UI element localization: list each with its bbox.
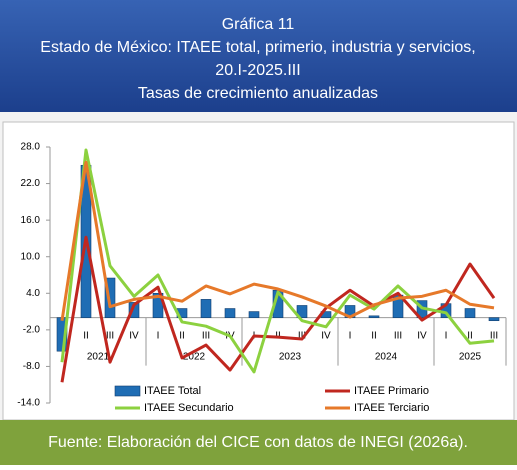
bar bbox=[368, 315, 380, 318]
bar bbox=[128, 302, 140, 318]
legend-swatch bbox=[114, 385, 141, 397]
x-tick-label: I bbox=[157, 330, 160, 341]
x-tick-label: II bbox=[467, 330, 473, 341]
title-line: Estado de México: ITAEE total, primerio,… bbox=[40, 39, 475, 56]
x-tick-label: II bbox=[83, 330, 89, 341]
title: Gráfica 11 Estado de México: ITAEE total,… bbox=[40, 16, 475, 102]
group-label: 2021 bbox=[87, 351, 110, 362]
legend-label: ITAEE Primario bbox=[354, 385, 429, 397]
x-tick-label: III bbox=[202, 330, 210, 341]
title-line: Gráfica 11 bbox=[222, 16, 295, 33]
x-tick-label: I bbox=[349, 330, 352, 341]
x-tick-label: III bbox=[394, 330, 402, 341]
y-tick-label: -8.0 bbox=[23, 361, 41, 372]
bar bbox=[200, 299, 212, 318]
y-tick-label: 16.0 bbox=[21, 215, 41, 226]
header-band bbox=[0, 0, 517, 112]
y-tick-label: 10.0 bbox=[21, 251, 41, 262]
y-tick-label: 22.0 bbox=[21, 178, 41, 189]
y-tick-label: -2.0 bbox=[23, 324, 41, 335]
line bbox=[60, 235, 496, 383]
group-label: 2025 bbox=[459, 351, 482, 362]
title-line: Tasas de crecimiento anualizadas bbox=[138, 85, 378, 102]
x-tick-label: III bbox=[298, 330, 306, 341]
bar bbox=[464, 308, 476, 318]
bar bbox=[224, 308, 236, 318]
bar bbox=[248, 311, 260, 318]
group-label: 2022 bbox=[183, 351, 206, 362]
x-tick-label: IV bbox=[321, 330, 331, 341]
x-tick-label: IV bbox=[129, 330, 139, 341]
footer-band bbox=[0, 420, 517, 465]
y-tick-label: 4.0 bbox=[26, 288, 40, 299]
bar bbox=[488, 317, 500, 322]
x-tick-label: II bbox=[371, 330, 377, 341]
group-label: 2024 bbox=[375, 351, 398, 362]
title-line: 20.I-2025.III bbox=[215, 62, 300, 79]
legend-label: ITAEE Total bbox=[144, 385, 201, 397]
source: Fuente: Elaboración del CICE con datos d… bbox=[48, 434, 468, 451]
x-tick-label: III bbox=[490, 330, 498, 341]
y-tick-label: -14.0 bbox=[17, 398, 40, 409]
line bbox=[60, 160, 495, 321]
legend-label: ITAEE Secundario bbox=[144, 402, 234, 414]
x-tick-label: III bbox=[106, 330, 114, 341]
x-tick-label: II bbox=[179, 330, 185, 341]
y-tick-label: 28.0 bbox=[21, 142, 41, 153]
x-tick-label: IV bbox=[417, 330, 427, 341]
legend-label: ITAEE Terciario bbox=[354, 402, 429, 414]
line bbox=[60, 148, 495, 374]
bar bbox=[296, 305, 308, 318]
group-label: 2023 bbox=[279, 351, 302, 362]
x-tick-label: I bbox=[445, 330, 448, 341]
